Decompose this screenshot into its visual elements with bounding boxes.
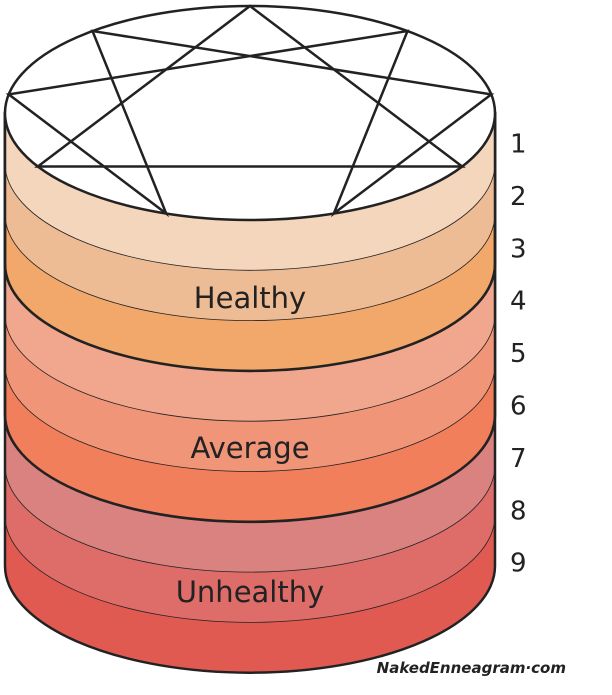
level-number: 5 xyxy=(510,339,527,369)
level-number: 9 xyxy=(510,549,527,579)
cylinder-outline xyxy=(3,113,497,674)
enneagram-hexad xyxy=(5,29,495,218)
group-label: Unhealthy xyxy=(176,575,325,609)
group-label: Average xyxy=(190,431,309,465)
level-number: 4 xyxy=(510,287,527,317)
level-number: 8 xyxy=(510,496,527,526)
top-face xyxy=(3,4,497,222)
level-number: 2 xyxy=(510,182,527,212)
level-number: 3 xyxy=(510,234,527,264)
watermark: NakedEnneagram·com xyxy=(377,659,566,677)
level-number: 6 xyxy=(510,392,527,422)
level-number: 1 xyxy=(510,130,527,160)
level-number: 7 xyxy=(510,444,527,474)
enneagram-triangle xyxy=(34,4,466,168)
group-label: Healthy xyxy=(194,281,306,315)
